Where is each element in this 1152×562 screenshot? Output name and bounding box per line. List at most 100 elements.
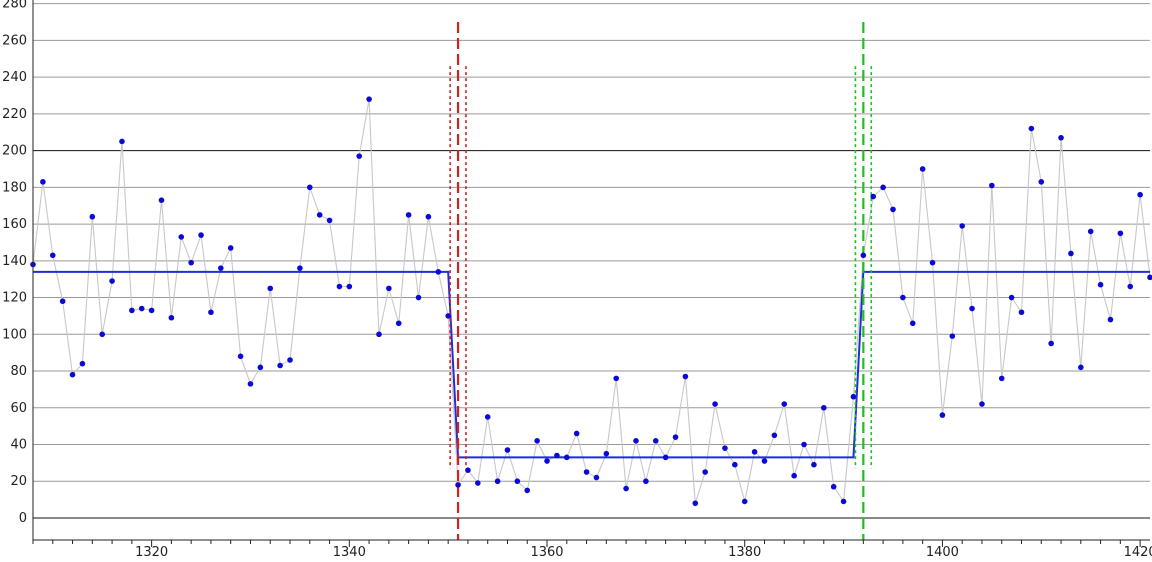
data-point: [751, 449, 758, 455]
data-point: [722, 445, 728, 451]
data-point: [820, 404, 827, 411]
x-tick-label: 1420: [1124, 545, 1152, 560]
data-point: [405, 212, 412, 218]
data-point: [1058, 134, 1064, 141]
data-point: [554, 452, 560, 459]
data-point: [326, 217, 333, 224]
data-point: [1038, 179, 1045, 185]
data-point: [593, 474, 600, 481]
data-point: [919, 166, 926, 172]
series-connector: [32, 99, 1151, 504]
y-tick-label: 220: [2, 107, 27, 122]
data-point: [188, 259, 194, 266]
data-point: [890, 206, 896, 213]
data-point: [425, 213, 432, 220]
data-point: [99, 331, 105, 338]
data-point: [69, 371, 76, 378]
data-point: [208, 309, 214, 316]
data-point: [40, 179, 46, 185]
data-point: [989, 182, 995, 189]
y-tick-label: 160: [2, 217, 27, 232]
data-point: [1087, 228, 1094, 235]
data-point: [633, 438, 639, 444]
data-point: [1107, 316, 1114, 323]
data-point: [643, 478, 649, 485]
data-point: [761, 458, 768, 464]
y-tick-label: 100: [2, 327, 27, 342]
data-point: [218, 265, 224, 271]
data-point: [465, 467, 471, 474]
data-point: [49, 252, 56, 259]
data-point: [455, 482, 461, 488]
data-point: [1117, 230, 1124, 237]
data-point: [692, 500, 699, 507]
data-point: [89, 213, 96, 220]
data-point: [119, 138, 125, 145]
data-point: [672, 434, 679, 440]
y-tick-label: 40: [10, 437, 27, 452]
data-point: [544, 458, 550, 464]
data-point: [475, 480, 481, 486]
data-point: [959, 223, 965, 229]
connector-line: [32, 99, 1151, 504]
data-point: [583, 469, 590, 475]
data-point: [741, 498, 748, 505]
data-point: [148, 307, 155, 314]
x-tick-label: 1360: [530, 545, 563, 560]
y-tick-label: 200: [2, 144, 27, 159]
x-tick-label: 1380: [728, 545, 761, 560]
data-point: [712, 401, 718, 407]
data-point: [109, 278, 115, 284]
y-tick-label: 180: [2, 180, 27, 195]
data-point: [652, 438, 659, 444]
data-point: [900, 294, 906, 301]
data-point: [603, 450, 610, 457]
data-point: [267, 285, 274, 292]
mean-step-path: [33, 270, 1150, 459]
data-point: [395, 320, 402, 327]
y-tick-label: 280: [2, 0, 27, 12]
data-point: [504, 447, 511, 453]
data-point: [198, 232, 204, 238]
mean-step-line: [33, 270, 1150, 459]
data-point: [870, 193, 877, 200]
data-point: [662, 454, 669, 461]
y-tick-label: 20: [10, 474, 27, 489]
data-point: [1048, 340, 1054, 347]
data-points: [30, 96, 1152, 507]
plot-area: [33, 0, 1150, 540]
data-point: [376, 331, 382, 338]
data-point: [247, 381, 254, 387]
data-point: [366, 96, 372, 102]
data-point: [336, 283, 343, 290]
data-point: [306, 184, 313, 191]
data-point: [356, 153, 363, 159]
data-point: [237, 353, 244, 360]
data-point: [801, 441, 807, 448]
gridlines: [33, 3, 1150, 519]
data-point: [346, 283, 353, 290]
change-point-markers: [449, 22, 873, 540]
data-point: [732, 461, 738, 468]
data-point: [1097, 281, 1104, 288]
data-point: [1078, 364, 1084, 371]
y-tick-label: 60: [10, 401, 27, 416]
data-point: [257, 364, 264, 371]
data-point: [277, 362, 283, 369]
data-point: [880, 184, 886, 191]
x-tick-label: 1340: [333, 545, 366, 560]
data-point: [494, 478, 501, 485]
data-point: [979, 401, 985, 407]
data-point: [59, 298, 66, 305]
y-tick-label: 0: [19, 511, 27, 526]
data-point: [860, 252, 867, 259]
data-point: [297, 265, 303, 271]
axes: [32, 0, 1150, 547]
data-point: [1008, 294, 1015, 301]
data-point: [969, 305, 975, 312]
x-tick-label: 1400: [926, 545, 959, 560]
data-point: [386, 285, 392, 292]
data-point: [682, 373, 689, 380]
